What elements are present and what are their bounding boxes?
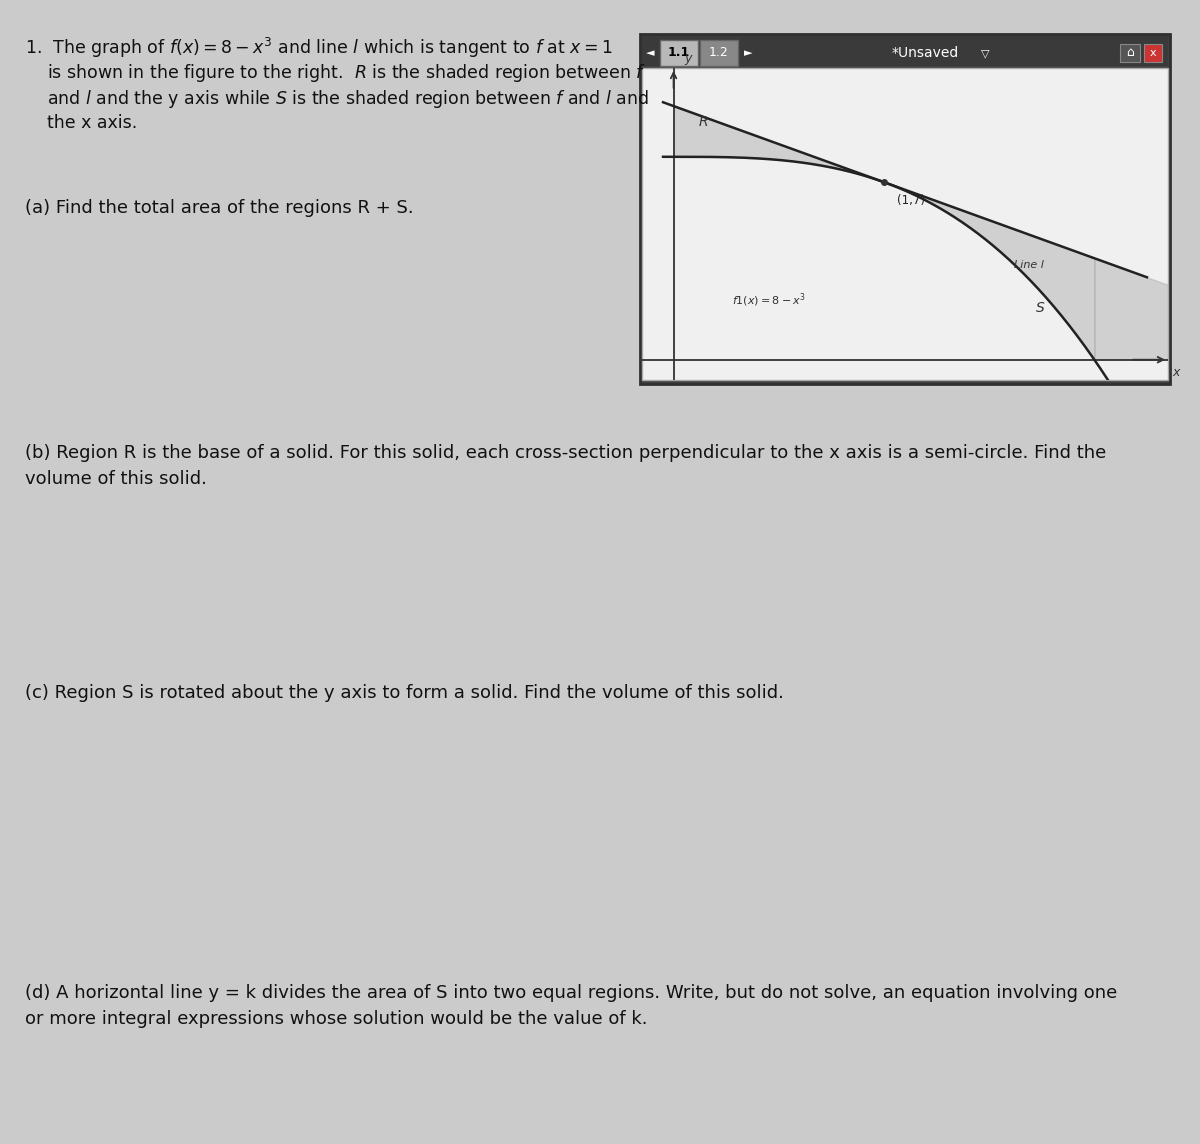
Bar	[640, 34, 1170, 384]
Text: (d) A horizontal line y = k divides the area of S into two equal regions. Write,: (d) A horizontal line y = k divides the …	[25, 984, 1117, 1028]
Text: the x axis.: the x axis.	[25, 114, 137, 132]
Text: ▽: ▽	[980, 48, 989, 58]
Bar	[700, 40, 738, 66]
Text: x: x	[1150, 48, 1157, 58]
Text: Line l: Line l	[1014, 261, 1044, 270]
Bar	[1120, 43, 1140, 62]
Text: ►: ►	[744, 48, 752, 58]
Text: 1.  The graph of $f(x) = 8 - x^3$ and line $l$ which is tangent to $f$ at $x = 1: 1. The graph of $f(x) = 8 - x^3$ and lin…	[25, 35, 613, 61]
Text: (b) Region R is the base of a solid. For this solid, each cross-section perpendi: (b) Region R is the base of a solid. For…	[25, 444, 1106, 488]
Text: is shown in the figure to the right.  $R$ is the shaded region between $f$: is shown in the figure to the right. $R$…	[25, 62, 646, 84]
Text: 1.2: 1.2	[709, 47, 728, 59]
Text: and $l$ and the y axis while $S$ is the shaded region between $f$ and $l$ and: and $l$ and the y axis while $S$ is the …	[25, 88, 649, 110]
Text: $f1(x)=8-x^3$: $f1(x)=8-x^3$	[732, 292, 806, 309]
Bar	[660, 40, 698, 66]
Bar	[642, 67, 1168, 380]
Text: 1.1: 1.1	[668, 47, 690, 59]
Text: ◄: ◄	[646, 48, 654, 58]
Text: y: y	[685, 53, 692, 65]
Text: ⌂: ⌂	[1126, 47, 1134, 59]
Bar	[642, 35, 1168, 66]
Bar	[1144, 43, 1162, 62]
Text: (c) Region S is rotated about the y axis to form a solid. Find the volume of thi: (c) Region S is rotated about the y axis…	[25, 684, 784, 702]
Text: (a) Find the total area of the regions R + S.: (a) Find the total area of the regions R…	[25, 199, 414, 217]
Text: (1,7): (1,7)	[896, 193, 924, 207]
Text: *Unsaved: *Unsaved	[892, 46, 959, 59]
Text: S: S	[1036, 301, 1044, 315]
Text: x: x	[1172, 366, 1180, 379]
Text: R: R	[698, 116, 708, 129]
